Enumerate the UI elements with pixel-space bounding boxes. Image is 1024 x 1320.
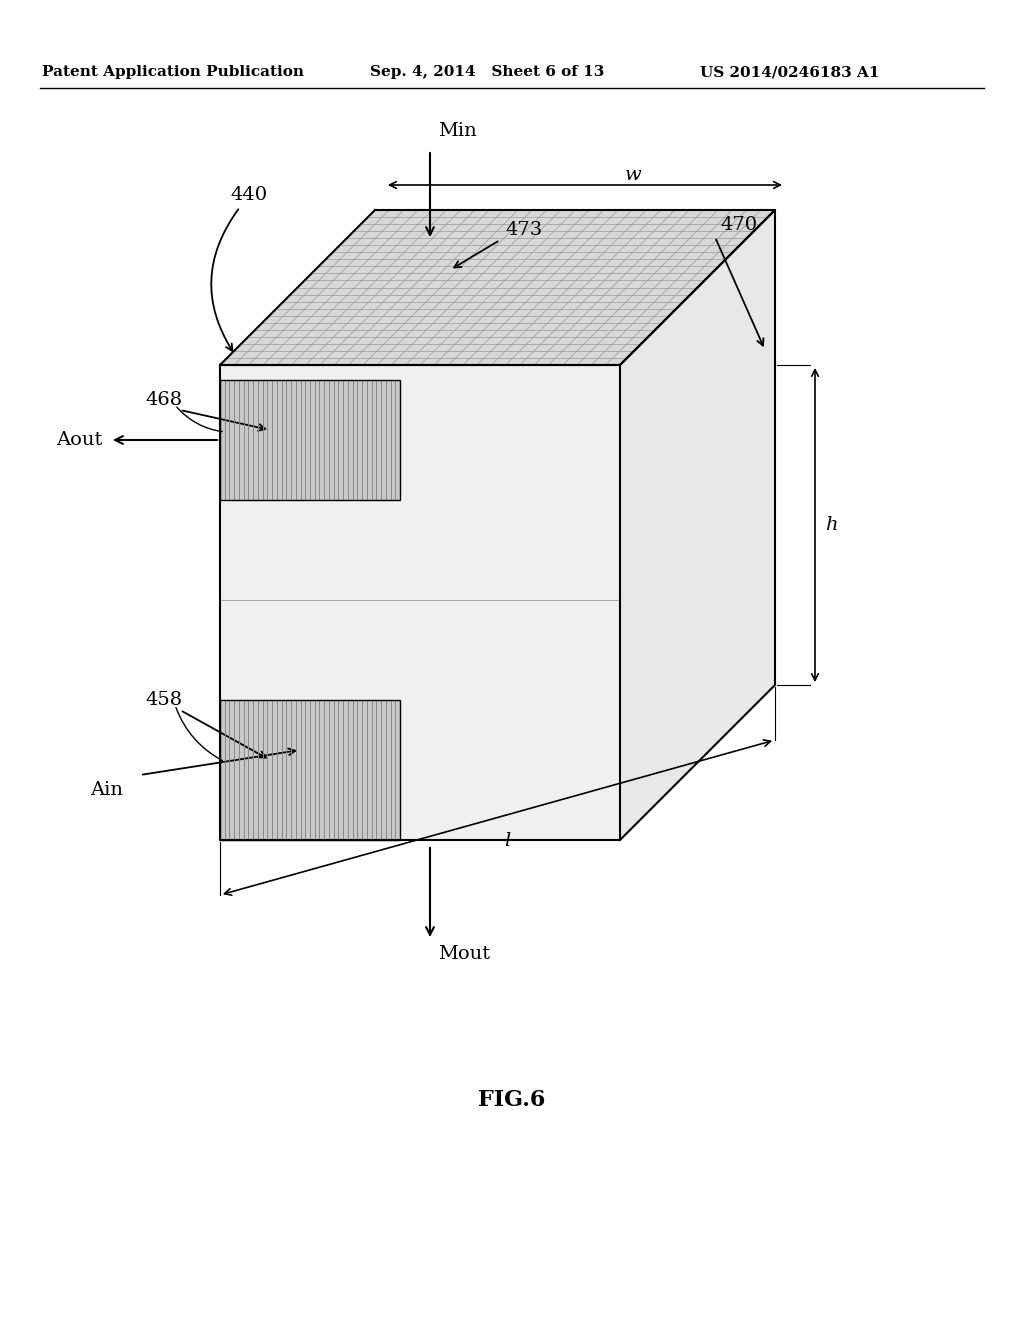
Text: 468: 468 (145, 391, 182, 409)
Polygon shape (620, 210, 775, 840)
Text: US 2014/0246183 A1: US 2014/0246183 A1 (700, 65, 880, 79)
Bar (220, 700, 400, 840)
Text: Mout: Mout (438, 945, 490, 964)
Text: Patent Application Publication: Patent Application Publication (42, 65, 304, 79)
Text: Sep. 4, 2014   Sheet 6 of 13: Sep. 4, 2014 Sheet 6 of 13 (370, 65, 604, 79)
Text: 440: 440 (230, 186, 267, 205)
Text: 458: 458 (145, 690, 182, 709)
Bar (220, 380, 400, 500)
Polygon shape (220, 210, 775, 366)
Bar (220, 380, 400, 500)
Text: w: w (625, 166, 642, 183)
Text: 470: 470 (720, 216, 757, 234)
Text: Aout: Aout (55, 432, 102, 449)
Bar (220, 700, 400, 840)
Polygon shape (220, 366, 620, 840)
Text: Ain: Ain (90, 781, 123, 799)
Text: l: l (505, 833, 511, 850)
Text: Min: Min (438, 121, 477, 140)
Text: 473: 473 (505, 220, 543, 239)
Text: FIG.6: FIG.6 (478, 1089, 546, 1111)
Text: h: h (825, 516, 838, 535)
